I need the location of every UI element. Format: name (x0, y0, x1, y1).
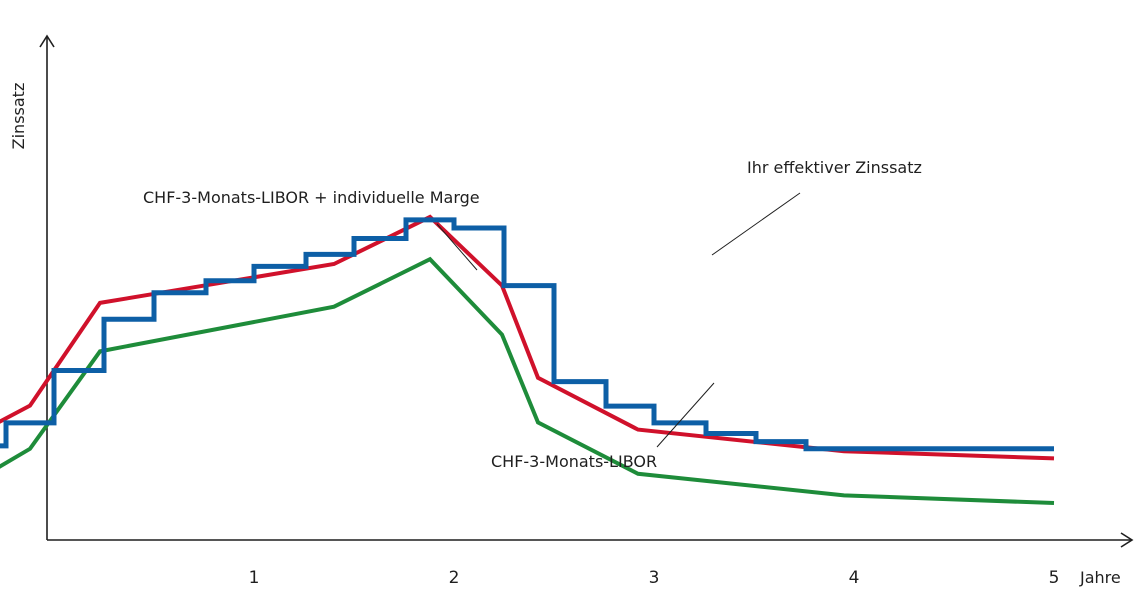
x-tick-label-3: 3 (649, 568, 660, 588)
series-line-0 (0, 256, 1055, 506)
x-tick-label-2: 2 (449, 568, 460, 588)
x-tick-label-5: 5 (1049, 568, 1060, 588)
y-axis-arrow (39, 34, 55, 48)
x-tick-label-4: 4 (849, 568, 860, 588)
series-line-1 (0, 214, 1055, 461)
annotation-libor: CHF-3-Monats-LIBOR (491, 452, 657, 471)
series-layer (0, 214, 1055, 506)
axes (39, 34, 1134, 548)
series-line-2 (0, 217, 1054, 452)
leader-effektiver (711, 192, 801, 256)
annotation-effektiver-zinssatz: Ihr effektiver Zinssatz (747, 158, 922, 177)
x-axis-label: Jahre (1079, 568, 1121, 587)
annotation-leaders (436, 192, 801, 448)
x-tick-labels: 1 2 3 4 5 (249, 568, 1060, 588)
leader-libor-marge (436, 223, 478, 271)
x-axis-arrow (1120, 532, 1134, 548)
annotation-libor-marge: CHF-3-Monats-LIBOR + individuelle Marge (143, 188, 480, 207)
y-axis-label: Zinssatz (9, 83, 28, 150)
leader-libor (656, 382, 715, 448)
x-tick-label-1: 1 (249, 568, 260, 588)
